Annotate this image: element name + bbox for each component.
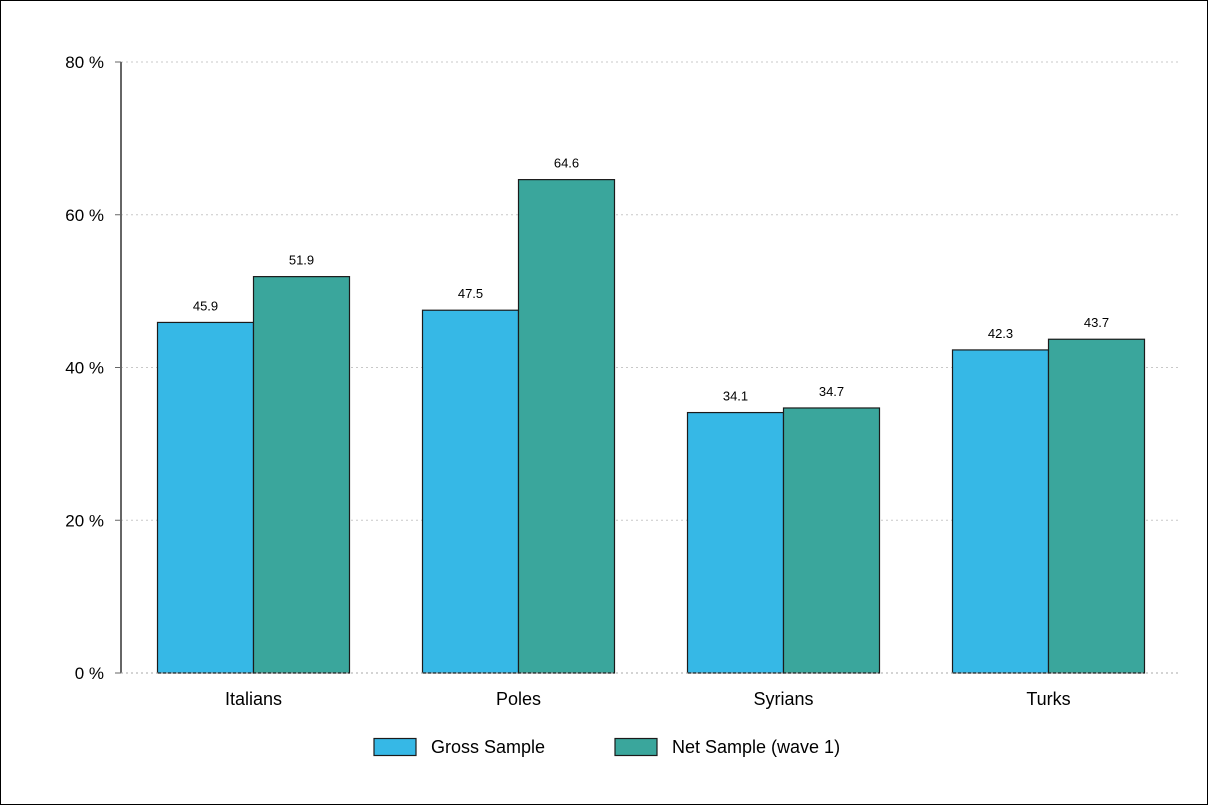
data-labels: 45.9 51.9 47.5 64.6 34.1 34.7 42.3 43.7 [193,156,1109,404]
legend-label: Gross Sample [431,737,545,757]
legend-item-gross-sample: Gross Sample [373,737,545,757]
legend-swatch [373,737,417,757]
y-tick-label: 40 % [65,359,104,378]
bar-italians-net-sample-wave-1 [252,276,351,674]
legend-item-net-sample-wave-1: Net Sample (wave 1) [614,737,840,757]
y-tick-label: 80 % [65,53,104,72]
bar-italians-gross-sample [156,321,255,674]
data-label: 34.1 [723,389,748,404]
bar-turks-net-sample-wave-1 [1047,338,1146,674]
bar-poles-gross-sample [421,309,520,674]
x-tick-label: Italians [225,689,282,709]
x-tick-label: Poles [496,689,541,709]
bar-turks-gross-sample [951,349,1050,674]
legend-label: Net Sample (wave 1) [672,737,840,757]
data-label: 47.5 [458,286,483,301]
x-tick-label: Turks [1026,689,1070,709]
data-label: 43.7 [1084,315,1109,330]
y-tick-label: 20 % [65,511,104,530]
data-label: 42.3 [988,326,1013,341]
data-label: 64.6 [554,156,579,171]
legend: Gross Sample Net Sample (wave 1) [373,737,840,757]
data-label: 51.9 [289,253,314,268]
y-tick-label: 60 % [65,206,104,225]
bar-syrians-gross-sample [686,411,785,674]
y-tick-label: 0 % [75,664,104,683]
data-label: 34.7 [819,384,844,399]
bar-syrians-net-sample-wave-1 [782,407,881,674]
bar-poles-net-sample-wave-1 [517,179,616,674]
axes: 0 % 20 % 40 % 60 % 80 % Italians Poles Syrians T… [65,53,1181,709]
data-label: 45.9 [193,298,218,313]
legend-swatch [614,737,658,757]
x-tick-label: Syrians [753,689,813,709]
bars [156,179,1146,674]
